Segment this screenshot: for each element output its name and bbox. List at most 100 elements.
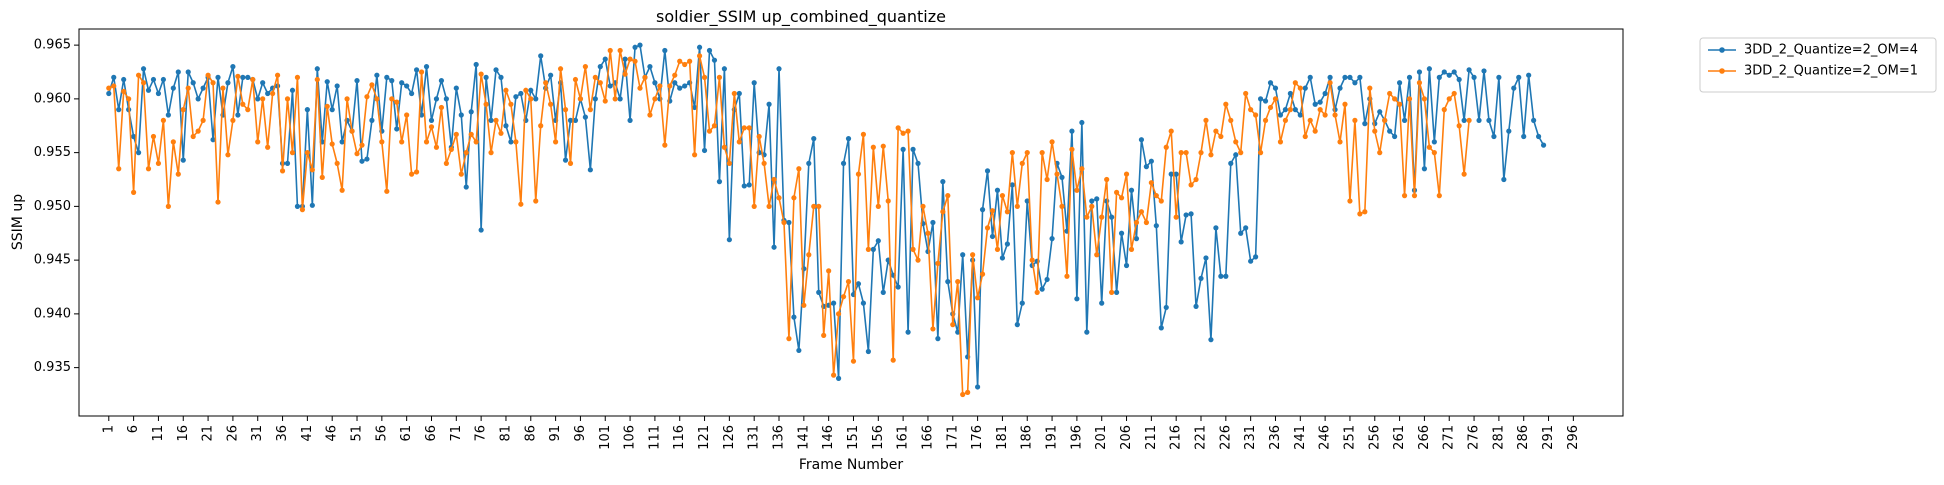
x-tick-label: 11 [151, 425, 166, 442]
data-point [1262, 98, 1269, 104]
data-point [845, 279, 852, 285]
data-point [488, 117, 494, 123]
data-point [1322, 90, 1328, 97]
data-point [1223, 101, 1229, 107]
data-point [880, 289, 886, 295]
data-point [255, 139, 261, 145]
data-point [557, 66, 564, 72]
data-point [1297, 85, 1303, 91]
y-tick-label: 0.945 [34, 253, 71, 268]
data-point [835, 311, 842, 317]
data-point [503, 123, 509, 129]
x-tick-label: 296 [1566, 425, 1581, 450]
data-point [1446, 72, 1452, 78]
data-point [860, 131, 867, 137]
data-point [746, 125, 752, 131]
data-point [865, 246, 871, 252]
data-point [374, 96, 380, 102]
data-point [1109, 289, 1115, 295]
data-point [1436, 74, 1442, 80]
data-point [706, 47, 713, 54]
data-point [538, 53, 544, 59]
data-point [1094, 196, 1100, 202]
data-point [1317, 107, 1323, 113]
x-tick-label: 106 [623, 425, 638, 450]
data-point [741, 125, 747, 131]
data-point [215, 74, 221, 80]
data-point [180, 107, 186, 113]
data-point [384, 74, 390, 80]
data-point [528, 96, 534, 102]
data-point [493, 117, 499, 123]
data-point [1193, 303, 1199, 309]
data-point [1069, 128, 1075, 134]
data-point [478, 227, 484, 233]
data-point [1496, 74, 1502, 80]
data-point [399, 139, 405, 145]
data-point [1049, 236, 1055, 242]
legend: 3DD_2_Quantize=2_OM=4 3DD_2_Quantize=2_OM… [1699, 37, 1937, 93]
data-point [339, 139, 345, 145]
data-point [1262, 117, 1269, 123]
data-point [195, 96, 201, 102]
x-tick-label: 226 [1218, 425, 1233, 450]
data-point [875, 203, 881, 209]
data-point [1138, 209, 1145, 215]
data-point [1148, 158, 1154, 164]
data-point [1272, 96, 1279, 102]
data-point [1208, 152, 1214, 158]
data-point [1253, 112, 1259, 118]
data-point [955, 329, 961, 335]
data-point [1426, 66, 1432, 72]
data-point [1123, 171, 1130, 177]
data-point [801, 302, 807, 308]
x-tick-label: 281 [1491, 425, 1506, 450]
data-point [1302, 133, 1308, 140]
data-point [721, 66, 728, 72]
data-point [979, 271, 986, 277]
data-point [1292, 107, 1298, 113]
data-point [1456, 76, 1462, 83]
x-tick-label: 176 [970, 425, 985, 450]
x-tick-label: 221 [1194, 425, 1209, 450]
data-point [1014, 203, 1020, 209]
data-point [989, 208, 996, 214]
data-point [334, 83, 340, 89]
data-point [731, 90, 737, 97]
data-point [299, 207, 306, 213]
data-point [572, 117, 579, 123]
data-point [970, 252, 976, 258]
data-point [1521, 133, 1527, 140]
data-point [1406, 96, 1413, 102]
data-point [1377, 150, 1383, 156]
data-point [895, 284, 901, 290]
data-point [1392, 133, 1398, 140]
data-point [483, 74, 489, 80]
data-point [543, 80, 549, 86]
y-tick-label: 0.950 [34, 199, 71, 214]
data-point [294, 74, 301, 80]
data-point [816, 289, 822, 295]
data-point [1173, 214, 1179, 220]
data-point [1064, 273, 1070, 279]
x-tick-label: 26 [225, 425, 240, 442]
x-tick-label: 266 [1417, 425, 1432, 450]
data-point [339, 187, 345, 193]
data-point [106, 90, 112, 97]
data-point [632, 58, 638, 64]
data-point [304, 150, 310, 156]
data-point [240, 101, 246, 107]
x-tick-label: 291 [1541, 425, 1556, 450]
data-point [1352, 80, 1358, 86]
data-point [1114, 289, 1120, 295]
data-point [1029, 257, 1035, 263]
data-point [1034, 289, 1040, 295]
data-point [905, 128, 911, 134]
data-point [1501, 176, 1507, 183]
x-tick-label: 171 [945, 425, 960, 450]
data-point [711, 123, 718, 129]
data-point [597, 64, 603, 70]
data-point [1248, 258, 1254, 264]
data-point [324, 79, 330, 85]
